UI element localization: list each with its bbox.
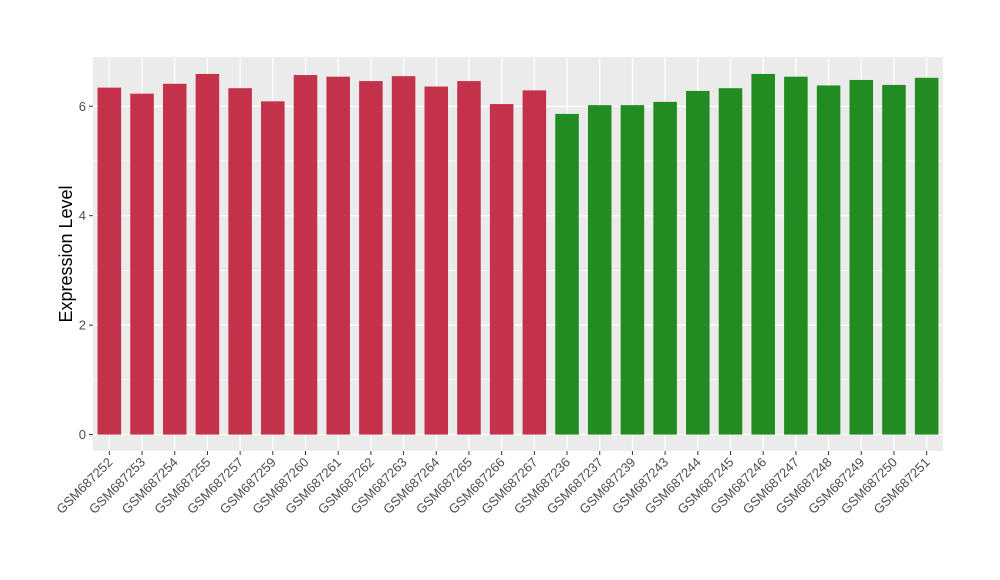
y-tick-label: 6 [79, 99, 86, 114]
bar-GSM687254 [162, 83, 187, 435]
bar-GSM687257 [228, 88, 252, 435]
plot-panel [93, 57, 943, 451]
bars [97, 73, 939, 435]
y-tick-label: 0 [79, 427, 86, 442]
bar-GSM687250 [882, 84, 906, 435]
y-axis-title: Expression Level [56, 185, 76, 322]
bar-GSM687249 [849, 79, 874, 435]
bar-GSM687248 [816, 85, 841, 435]
y-axis: 0 2 4 6 [79, 99, 93, 442]
bar-GSM687264 [424, 86, 449, 435]
bar-GSM687237 [587, 105, 612, 435]
bar-GSM687236 [555, 113, 579, 435]
x-axis: GSM687252GSM687253GSM687254GSM687255GSM6… [53, 451, 933, 517]
bar-GSM687255 [195, 73, 220, 435]
bar-GSM687251 [914, 77, 939, 435]
bar-GSM687265 [457, 81, 481, 435]
bar-GSM687266 [489, 104, 514, 435]
bar-GSM687239 [620, 105, 645, 435]
bar-GSM687253 [130, 93, 154, 435]
bar-GSM687245 [718, 88, 743, 435]
bar-GSM687259 [261, 101, 285, 435]
bar-GSM687263 [391, 76, 416, 435]
bar-GSM687244 [686, 90, 710, 435]
bar-GSM687261 [326, 76, 350, 435]
y-tick-label: 2 [79, 318, 86, 333]
bar-GSM687246 [751, 73, 775, 435]
bar-GSM687252 [97, 87, 122, 435]
bar-GSM687260 [293, 75, 318, 435]
bar-GSM687243 [653, 101, 677, 435]
y-tick-label: 4 [79, 208, 86, 223]
bar-GSM687262 [359, 81, 383, 435]
bar-GSM687247 [784, 76, 808, 435]
bar-GSM687267 [522, 90, 547, 435]
